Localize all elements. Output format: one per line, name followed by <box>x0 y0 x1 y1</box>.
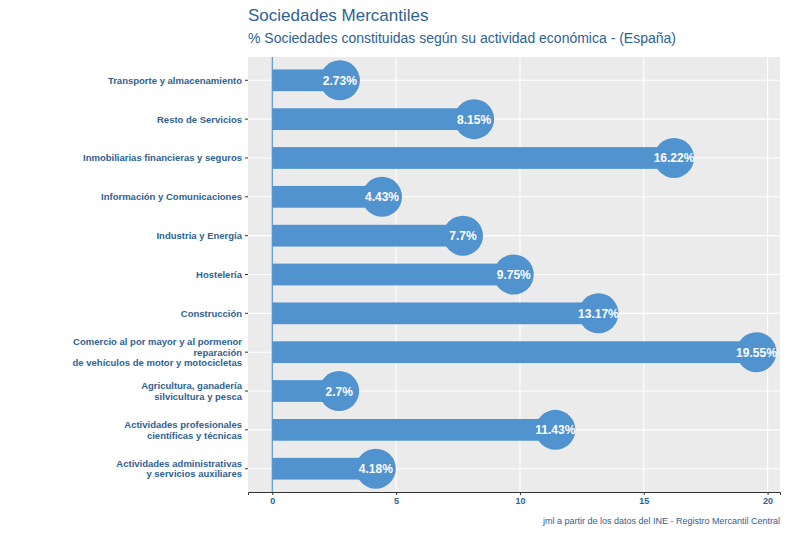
bar <box>272 302 598 324</box>
data-label: 2.73% <box>323 74 357 88</box>
tick-label: Agricultura, ganaderíasilvicultura y pes… <box>141 380 243 402</box>
bar-end-point <box>494 255 534 295</box>
bar-end-point <box>654 138 694 178</box>
tick-label: Transporte y almacenamiento <box>108 75 242 86</box>
tick-label: 15 <box>639 496 649 506</box>
data-label: 2.7% <box>325 385 353 399</box>
bar-end-point <box>356 449 396 489</box>
bar-end-point <box>736 332 776 372</box>
subtitle: % Sociedades constituidas según su activ… <box>248 30 676 46</box>
data-label: 9.75% <box>497 268 531 282</box>
tick-label: 5 <box>394 496 399 506</box>
tick-label: 20 <box>763 496 773 506</box>
data-labels: 2.73% 8.15% 16.22% 4.43% 7.7% 9.75% 13.17% 19.5… <box>323 74 777 476</box>
tick-label: Hostelería <box>196 269 243 280</box>
tick <box>245 391 248 392</box>
tick-label: Industria y Energía <box>156 230 242 241</box>
data-label: 19.55% <box>736 346 777 360</box>
title: Sociedades Mercantiles <box>248 6 428 25</box>
bar <box>272 264 513 286</box>
tick-mark <box>272 492 273 495</box>
tick-mark <box>396 492 397 495</box>
bar-end-point <box>443 216 483 256</box>
data-label: 13.17% <box>578 307 619 321</box>
tick-label: Inmobiliarias financieras y seguros <box>83 152 242 163</box>
data-label: 4.43% <box>365 190 399 204</box>
tick <box>245 196 248 197</box>
bar <box>272 108 474 130</box>
tick: 20 <box>763 492 773 506</box>
bar-end-point <box>535 410 575 450</box>
tick: 0 <box>270 492 275 506</box>
data-label: 4.18% <box>359 462 393 476</box>
y-axis: Transporte y almacenamiento Resto de Serv… <box>73 75 248 480</box>
tick <box>245 119 248 120</box>
caption: jml a partir de los datos del INE - Regi… <box>542 516 780 526</box>
tick-label: Construcción <box>181 308 242 319</box>
tick: 15 <box>639 492 649 506</box>
marks <box>272 57 776 492</box>
bar <box>272 147 674 169</box>
tick-label: 0 <box>270 496 275 506</box>
tick <box>245 313 248 314</box>
chart: Sociedades Mercantiles % Sociedades const… <box>0 0 787 533</box>
tick <box>245 468 248 469</box>
tick-mark <box>644 492 645 495</box>
tick <box>245 235 248 236</box>
bar-end-point <box>319 371 359 411</box>
plot-background <box>248 57 780 492</box>
tick: 5 <box>394 492 399 506</box>
bar-end-point <box>578 293 618 333</box>
tick-mark <box>520 492 521 495</box>
tick <box>245 157 248 158</box>
bar <box>272 419 555 441</box>
bar-end-point <box>320 60 360 100</box>
tick-mark <box>768 492 769 495</box>
bar-end-point <box>362 177 402 217</box>
grid <box>248 57 780 492</box>
tick-label: Información y Comunicaciones <box>101 191 242 202</box>
tick-label: Actividades administrativasy servicios a… <box>116 458 242 480</box>
x-axis: 0 5 10 15 20 <box>249 492 781 506</box>
data-label: 16.22% <box>654 151 695 165</box>
tick-label: 10 <box>515 496 525 506</box>
data-label: 11.43% <box>535 423 575 437</box>
bar-end-point <box>454 99 494 139</box>
axis-line <box>249 493 781 496</box>
bar <box>272 341 756 363</box>
data-label: 8.15% <box>457 113 491 127</box>
tick: 10 <box>515 492 525 506</box>
tick <box>245 429 248 430</box>
data-label: 7.7% <box>449 229 477 243</box>
tick <box>245 80 248 81</box>
tick <box>245 274 248 275</box>
bar <box>272 225 463 247</box>
tick-label: Comercio al por mayor y al pormenorrepar… <box>73 336 243 368</box>
tick-label: Resto de Servicios <box>157 114 242 125</box>
tick <box>245 352 248 353</box>
tick-label: Actividades profesionalescientíficas y t… <box>124 419 242 441</box>
